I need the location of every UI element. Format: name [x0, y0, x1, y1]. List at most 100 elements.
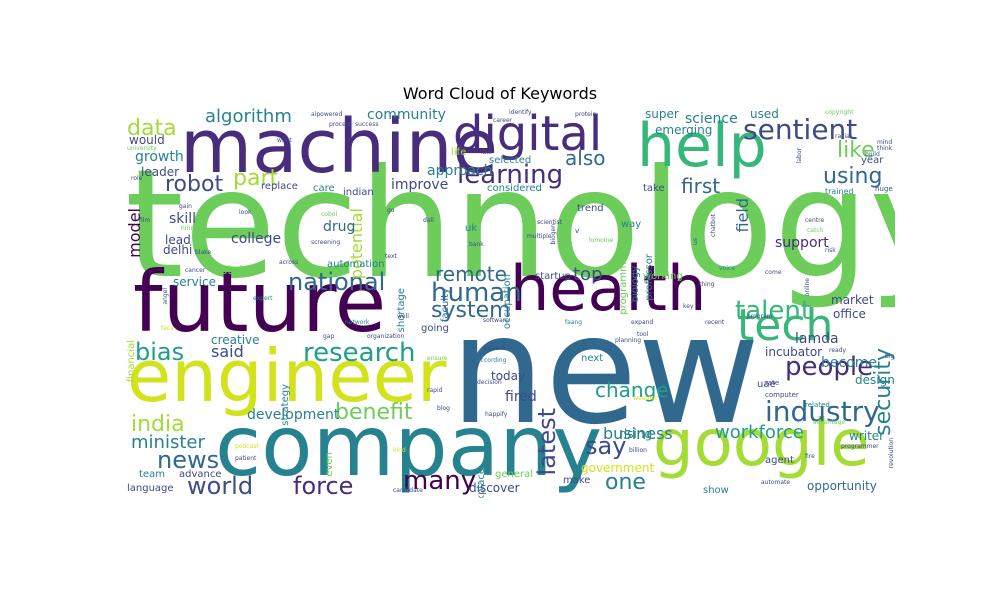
word-growth: growth	[135, 149, 184, 165]
word-discover: discover	[469, 481, 520, 495]
word-decision: decision	[477, 379, 502, 386]
word-skill: skill	[169, 211, 197, 227]
word-business: business	[603, 424, 673, 443]
word-delhi: delhi	[163, 243, 193, 257]
word-also: also	[565, 146, 606, 170]
word-blog: blog	[437, 405, 450, 412]
word-centre: centre	[805, 217, 825, 224]
word-weather: weather	[633, 395, 658, 402]
word-state: state	[221, 263, 252, 277]
word-success: success	[355, 121, 379, 128]
word-film: film	[139, 217, 151, 224]
word-uae: uae	[757, 379, 776, 390]
word-future: future	[133, 253, 387, 351]
word-scientist: scientist	[537, 219, 563, 226]
word-key: key	[683, 303, 694, 310]
word-gain: gain	[179, 203, 192, 210]
word-shortage: shortage	[396, 288, 407, 333]
word-expand: expand	[631, 319, 654, 326]
word-candidate: candidate	[393, 487, 423, 494]
word-used: used	[750, 108, 779, 121]
word-think: think	[877, 145, 893, 152]
word-financial: financial	[126, 340, 137, 383]
word-automate: automate	[761, 479, 791, 486]
word-care: care	[313, 183, 335, 194]
word-google: google	[653, 407, 870, 481]
word-approach: approach	[427, 163, 493, 179]
word-today: today	[491, 369, 526, 383]
word-model: model	[125, 208, 144, 258]
word-podcast: podcast	[235, 443, 259, 450]
word-role: role	[131, 175, 143, 182]
word-next: next	[581, 353, 604, 364]
word-rising: rising	[619, 427, 653, 441]
word-racial: racial	[835, 133, 852, 140]
word-digital: digital	[453, 108, 603, 162]
word-mind: mind	[877, 139, 893, 146]
word-related: related	[805, 401, 830, 409]
word-workplace: workplace	[476, 468, 487, 498]
word-using: using	[823, 164, 883, 189]
word-billion: billion	[629, 447, 647, 454]
word-one: one	[605, 470, 646, 495]
word-biology: biology	[630, 266, 641, 303]
word-law: law	[481, 149, 492, 156]
word-science: science	[685, 111, 738, 127]
word-expert: expert	[253, 295, 273, 302]
word-say: say	[585, 432, 627, 460]
word-programme: programme	[618, 256, 629, 315]
word-year: year	[861, 155, 884, 166]
word-according: according	[477, 357, 507, 364]
word-agent: agent	[765, 455, 794, 466]
word-blake: blake	[195, 249, 212, 256]
word-make: make	[563, 475, 591, 486]
word-huge: huge	[875, 185, 893, 193]
word-faculty: faculty	[440, 288, 451, 323]
word-remote: remote	[435, 262, 507, 286]
word-improve: improve	[391, 177, 449, 193]
word-considered: considered	[487, 183, 542, 194]
word-become: become	[821, 355, 878, 371]
word-health: health	[510, 252, 707, 325]
word-language: language	[127, 483, 174, 494]
word-drug: drug	[323, 219, 356, 235]
word-robot: robot	[165, 172, 224, 197]
word-super: super	[645, 108, 679, 121]
word-look: look	[239, 209, 252, 216]
word-show: show	[703, 485, 729, 496]
word-come: come	[765, 269, 782, 276]
word-way: way	[621, 219, 642, 230]
word-happify: happify	[485, 411, 508, 418]
word-program: program	[747, 313, 773, 320]
word-advantage: advantage	[813, 419, 846, 426]
word-general: general	[495, 469, 534, 480]
word-service: service	[173, 275, 216, 289]
word-company: company	[215, 397, 603, 495]
word-angel: angel	[162, 288, 169, 305]
word-identify: identify	[509, 109, 532, 116]
word-revolution: revolution	[888, 438, 895, 469]
word-strategy: strategy	[280, 384, 291, 426]
word-lamda: lamda	[795, 331, 839, 347]
word-going: going	[421, 323, 449, 334]
word-opportunity: opportunity	[807, 479, 877, 493]
word-cloud: technology new company future engineer machin…	[125, 108, 895, 498]
word-human: human	[431, 278, 522, 308]
word-text: text	[385, 253, 397, 260]
word-process: process	[329, 121, 353, 128]
word-automation: automation	[327, 259, 385, 270]
word-selected: selected	[489, 155, 532, 166]
word-copyright: copyright	[825, 109, 854, 116]
word-face: face	[161, 325, 174, 332]
word-team: team	[139, 469, 165, 480]
word-life: life	[451, 147, 467, 158]
word-office: office	[833, 307, 866, 321]
word-first: first	[681, 174, 721, 198]
word-thing: thing	[699, 281, 715, 288]
word-like: like	[837, 138, 875, 163]
chart-title: Word Cloud of Keywords	[402, 84, 598, 103]
word-indian: indian	[343, 187, 374, 198]
word-part: part	[233, 166, 279, 191]
word-lead: lead	[165, 233, 191, 247]
word-many: many	[403, 466, 477, 496]
